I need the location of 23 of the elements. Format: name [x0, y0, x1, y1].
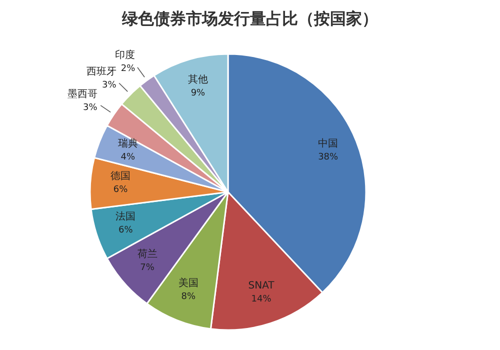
data-label: 6%: [118, 225, 134, 236]
slice-label: 中国: [318, 137, 338, 150]
data-label: 8%: [181, 292, 196, 302]
data-label: 2%: [120, 64, 136, 74]
slice-label: 瑞典: [118, 137, 138, 150]
slice-label: 墨西哥: [67, 89, 98, 100]
data-label: 7%: [140, 263, 155, 274]
chart-title: 绿色债券市场发行量占比（按国家）: [121, 9, 378, 28]
slice-label: 印度: [115, 49, 136, 62]
data-label: 9%: [190, 88, 206, 99]
data-label: 3%: [83, 103, 98, 114]
data-label: 38%: [318, 152, 339, 162]
data-label: 3%: [102, 80, 117, 90]
slice-label: 德国: [110, 171, 131, 182]
slice-label: 美国: [178, 277, 198, 290]
slice-label: 其他: [188, 74, 208, 86]
slice-label: SNAT: [248, 280, 276, 292]
slice-label: 荷兰: [137, 248, 158, 260]
slice-label: 法国: [116, 210, 136, 222]
slice-label: 西班牙: [86, 65, 116, 78]
data-label: 6%: [113, 185, 128, 196]
data-label: 14%: [251, 294, 272, 304]
data-label: 4%: [120, 152, 136, 162]
